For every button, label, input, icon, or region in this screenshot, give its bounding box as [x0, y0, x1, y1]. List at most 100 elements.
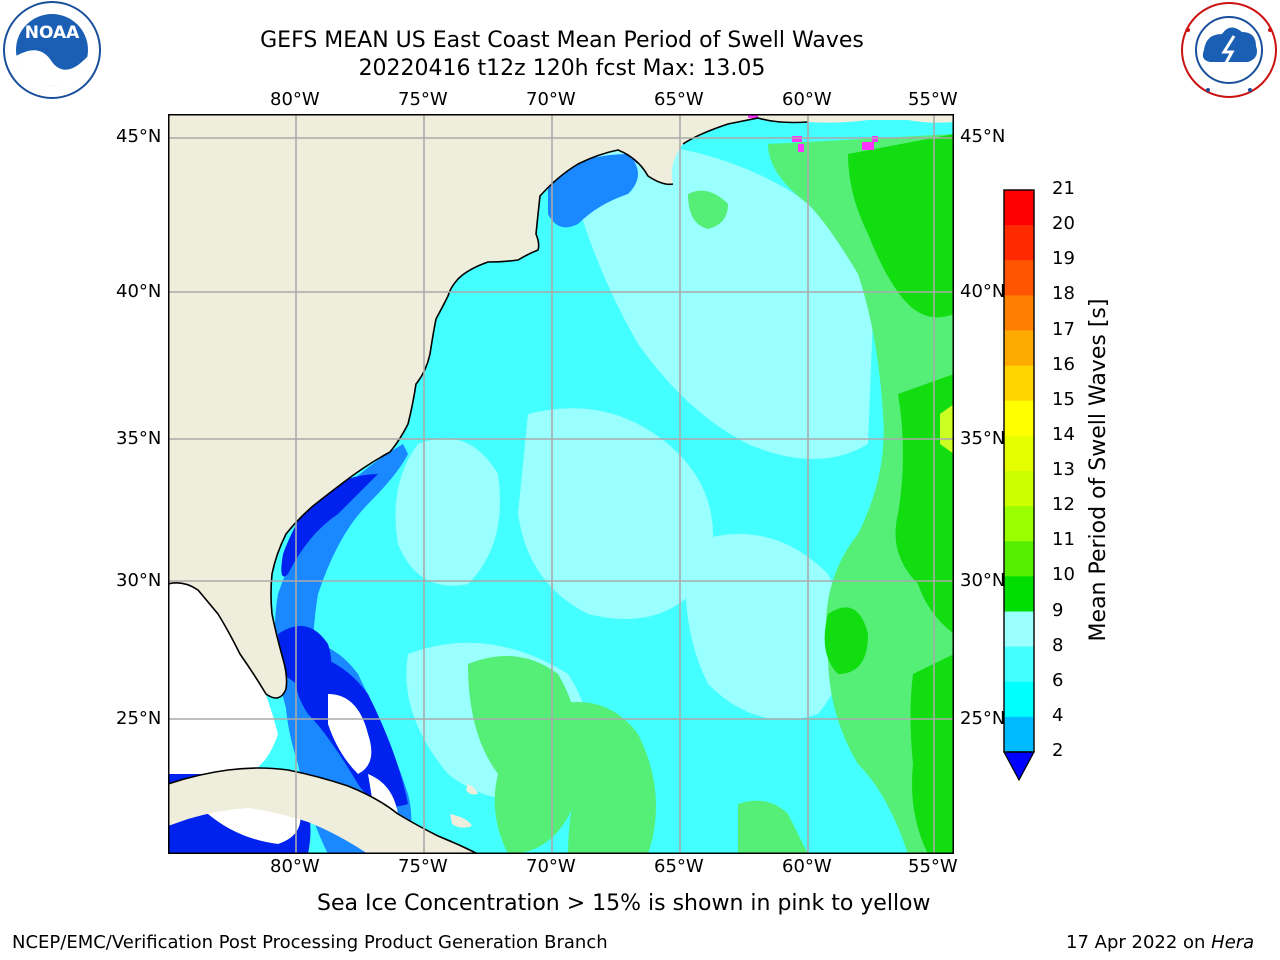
lon-label-top-75w: 75°W [398, 89, 448, 110]
region-10-11s-mid [824, 607, 868, 674]
region-10-11s-southeast [910, 654, 954, 854]
footer-date: 17 Apr 2022 on Hera [1066, 932, 1254, 954]
lat-label-right-45n: 45°N [960, 126, 1006, 147]
lon-label-top-80w: 80°W [270, 89, 320, 110]
land-cuba [168, 768, 478, 854]
sea-ice-note: Sea Ice Concentration > 15% is shown in … [317, 891, 931, 916]
footer-branch: NCEP/EMC/Verification Post Processing Pr… [12, 932, 608, 953]
sea-ice-c [862, 142, 874, 150]
land-island-b [466, 784, 478, 795]
colorbar-segment [1004, 611, 1034, 648]
noaa-logo: NOAA [3, 1, 101, 99]
colorbar-segment [1004, 471, 1034, 507]
colorbar-tick-label: 11 [1052, 529, 1075, 551]
nws-logo [1181, 2, 1277, 98]
colorbar-segment [1004, 646, 1034, 683]
region-4-6s-gulf-maine [548, 154, 638, 228]
colorbar-tick-label: 15 [1052, 388, 1075, 410]
colorbar-tick-label: 20 [1052, 213, 1075, 235]
colorbar-tick-label: 2 [1052, 740, 1064, 761]
lat-label-left-45n: 45°N [116, 126, 162, 147]
region-8-9s-west [395, 438, 500, 586]
region-9-10s-east [768, 134, 954, 854]
lon-label-bottom-80w: 80°W [270, 856, 320, 877]
footer-host: Hera [1211, 932, 1255, 953]
lat-label-right-30n: 30°N [960, 570, 1006, 591]
lat-label-left-30n: 30°N [116, 570, 162, 591]
sea-ice-a [792, 136, 802, 142]
footer-date-text: 17 Apr 2022 on [1066, 932, 1212, 953]
chart-title: GEFS MEAN US East Coast Mean Period of S… [260, 28, 864, 53]
chart-subtitle: 20220416 t12z 120h fcst Max: 13.05 [358, 56, 766, 81]
lon-label-bottom-55w: 55°W [908, 856, 958, 877]
sea-ice-d [872, 136, 878, 142]
lon-label-bottom-70w: 70°W [526, 856, 576, 877]
colorbar-frame [1003, 189, 1035, 753]
colorbar-segment [1004, 681, 1034, 718]
lon-label-top-65w: 65°W [654, 89, 704, 110]
colorbar-extend-triangle [1002, 751, 1036, 782]
colorbar-tick-label: 16 [1052, 353, 1075, 375]
region-12-13s [940, 404, 954, 454]
region-8-9s-north [578, 142, 873, 459]
colorbar-label-wrap: Mean Period of Swell Waves [s] [1086, 190, 1112, 750]
noaa-logo-text: NOAA [25, 23, 80, 43]
colorbar-tick-label: 17 [1052, 318, 1075, 340]
no-data-gulf [168, 574, 278, 774]
lat-label-left-25n: 25°N [116, 708, 162, 729]
colorbar-segment [1004, 190, 1034, 226]
colorbar-tick-label: 14 [1052, 423, 1075, 445]
colorbar-tick-label: 10 [1052, 564, 1075, 586]
colorbar-tick-label: 4 [1052, 704, 1064, 726]
colorbar-segment [1004, 716, 1034, 753]
colorbar-tick-label: 12 [1052, 494, 1075, 516]
lat-label-left-40n: 40°N [116, 281, 162, 302]
region-9-10s-south-b [555, 702, 656, 854]
colorbar-segment [1004, 576, 1034, 612]
no-data-bahamas-a [328, 694, 372, 774]
colorbar-tick-label: 21 [1052, 178, 1075, 199]
coastline-cuba [168, 767, 479, 854]
colorbar-tick-label: 9 [1052, 599, 1064, 621]
region-2-4s-carolina [281, 474, 378, 577]
colorbar-label-text: Mean Period of Swell Waves [s] [1086, 298, 1111, 642]
colorbar-tick-label: 19 [1052, 248, 1075, 270]
colorbar-ticks: 21 20 19 18 17 16 15 14 13 12 11 10 9 8 6 4 2 [1052, 178, 1092, 770]
lat-label-right-40n: 40°N [960, 281, 1006, 302]
land-north-america [168, 114, 954, 698]
lon-label-top-70w: 70°W [526, 89, 576, 110]
lon-label-bottom-75w: 75°W [398, 856, 448, 877]
region-9-10s-northeast [688, 190, 728, 229]
colorbar-tick-label: 18 [1052, 283, 1075, 305]
region-9-10s-south-c [738, 800, 808, 854]
colorbar-segment [1004, 400, 1034, 437]
coastline [168, 149, 674, 699]
lon-label-bottom-60w: 60°W [782, 856, 832, 877]
graticule [168, 114, 954, 854]
colorbar-segment [1004, 295, 1034, 331]
lat-label-right-25n: 25°N [960, 708, 1006, 729]
sea-ice-e [748, 114, 758, 118]
colorbar-segment [1004, 330, 1034, 367]
colorbar [1002, 189, 1036, 782]
colorbar-tick-label: 13 [1052, 459, 1075, 480]
sea-ice-b [798, 144, 804, 152]
lat-label-right-35n: 35°N [960, 428, 1006, 449]
colorbar-segment [1004, 260, 1034, 296]
lon-label-bottom-65w: 65°W [654, 856, 704, 877]
land-island-a [450, 814, 472, 828]
colorbar-segment [1004, 225, 1034, 261]
colorbar-tick-label: 8 [1052, 634, 1064, 656]
colorbar-tick-label: 6 [1052, 669, 1064, 691]
region-10-11s-northeast [848, 134, 954, 318]
region-8-9s-central [518, 408, 713, 619]
colorbar-segment [1004, 365, 1034, 402]
lon-label-top-60w: 60°W [782, 89, 832, 110]
lon-label-top-55w: 55°W [908, 89, 958, 110]
colorbar-segment [1004, 435, 1034, 472]
swell-period-map [168, 114, 954, 854]
lat-label-left-35n: 35°N [116, 428, 162, 449]
colorbar-segment [1004, 541, 1034, 577]
colorbar-segment [1004, 506, 1034, 542]
map-frame [168, 114, 954, 854]
